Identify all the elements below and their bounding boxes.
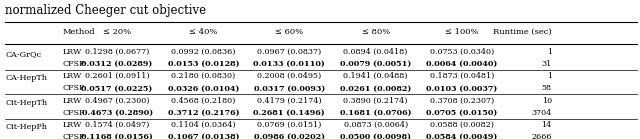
Text: 0.0584 (0.0049): 0.0584 (0.0049) xyxy=(426,133,498,139)
Text: 0.3708 (0.2307): 0.3708 (0.2307) xyxy=(430,97,494,105)
Text: 0.0103 (0.0037): 0.0103 (0.0037) xyxy=(426,84,498,92)
Text: 0.4967 (0.2300): 0.4967 (0.2300) xyxy=(85,97,149,105)
Text: CFSP: CFSP xyxy=(63,133,85,139)
Text: 58: 58 xyxy=(541,84,552,92)
Text: ≤ 20%: ≤ 20% xyxy=(103,28,131,36)
Text: 0.0261 (0.0082): 0.0261 (0.0082) xyxy=(340,84,412,92)
Text: 0.0894 (0.0418): 0.0894 (0.0418) xyxy=(344,48,408,56)
Text: 31: 31 xyxy=(541,60,552,68)
Text: 0.1104 (0.0364): 0.1104 (0.0364) xyxy=(172,121,236,129)
Text: CFSP: CFSP xyxy=(63,84,85,92)
Text: 0.1574 (0.0497): 0.1574 (0.0497) xyxy=(85,121,149,129)
Text: 0.0705 (0.0150): 0.0705 (0.0150) xyxy=(426,109,498,117)
Text: 0.3712 (0.2176): 0.3712 (0.2176) xyxy=(168,109,239,117)
Text: 0.0326 (0.0104): 0.0326 (0.0104) xyxy=(168,84,239,92)
Text: 0.2008 (0.0495): 0.2008 (0.0495) xyxy=(257,72,321,80)
Text: 0.4179 (0.2174): 0.4179 (0.2174) xyxy=(257,97,321,105)
Text: ≤ 60%: ≤ 60% xyxy=(275,28,303,36)
Text: 0.0079 (0.0051): 0.0079 (0.0051) xyxy=(340,60,412,68)
Text: ≤ 40%: ≤ 40% xyxy=(189,28,218,36)
Text: LRW: LRW xyxy=(63,48,82,56)
Text: 0.1681 (0.0706): 0.1681 (0.0706) xyxy=(340,109,412,117)
Text: Runtime (sec): Runtime (sec) xyxy=(493,28,552,36)
Text: normalized Cheeger cut objective: normalized Cheeger cut objective xyxy=(5,4,206,17)
Text: 0.0317 (0.0093): 0.0317 (0.0093) xyxy=(253,84,325,92)
Text: ≤ 80%: ≤ 80% xyxy=(362,28,390,36)
Text: 0.0153 (0.0128): 0.0153 (0.0128) xyxy=(168,60,239,68)
Text: 0.1873 (0.0481): 0.1873 (0.0481) xyxy=(430,72,494,80)
Text: 14: 14 xyxy=(541,121,552,129)
Text: 0.0992 (0.0836): 0.0992 (0.0836) xyxy=(172,48,236,56)
Text: 3704: 3704 xyxy=(531,109,552,117)
Text: 0.2601 (0.0911): 0.2601 (0.0911) xyxy=(85,72,149,80)
Text: CFSP: CFSP xyxy=(63,109,85,117)
Text: 0.1298 (0.0677): 0.1298 (0.0677) xyxy=(85,48,149,56)
Text: CA-GrQc: CA-GrQc xyxy=(5,50,41,58)
Text: 1: 1 xyxy=(547,48,552,56)
Text: 0.1067 (0.0138): 0.1067 (0.0138) xyxy=(168,133,239,139)
Text: 0.0753 (0.0340): 0.0753 (0.0340) xyxy=(430,48,494,56)
Text: 0.0500 (0.0098): 0.0500 (0.0098) xyxy=(340,133,411,139)
Text: 1: 1 xyxy=(547,72,552,80)
Text: 0.0986 (0.0202): 0.0986 (0.0202) xyxy=(254,133,324,139)
Text: LRW: LRW xyxy=(63,97,82,105)
Text: 0.1168 (0.0156): 0.1168 (0.0156) xyxy=(81,133,153,139)
Text: ≤ 100%: ≤ 100% xyxy=(445,28,479,36)
Text: 0.0064 (0.0040): 0.0064 (0.0040) xyxy=(426,60,498,68)
Text: 2666: 2666 xyxy=(531,133,552,139)
Text: CA-HepTh: CA-HepTh xyxy=(5,74,47,82)
Text: 0.1941 (0.0488): 0.1941 (0.0488) xyxy=(344,72,408,80)
Text: 0.0588 (0.0082): 0.0588 (0.0082) xyxy=(430,121,494,129)
Text: Cit-HepTh: Cit-HepTh xyxy=(5,99,47,107)
Text: 0.4568 (0.2180): 0.4568 (0.2180) xyxy=(172,97,236,105)
Text: 0.0133 (0.0110): 0.0133 (0.0110) xyxy=(253,60,325,68)
Text: Cit-HepPh: Cit-HepPh xyxy=(5,123,47,131)
Text: 0.0517 (0.0225): 0.0517 (0.0225) xyxy=(81,84,153,92)
Text: LRW: LRW xyxy=(63,121,82,129)
Text: 0.2180 (0.0830): 0.2180 (0.0830) xyxy=(172,72,236,80)
Text: 0.4673 (0.2890): 0.4673 (0.2890) xyxy=(81,109,153,117)
Text: 0.0873 (0.0064): 0.0873 (0.0064) xyxy=(344,121,408,129)
Text: 0.3890 (0.2174): 0.3890 (0.2174) xyxy=(344,97,408,105)
Text: 0.2681 (0.1496): 0.2681 (0.1496) xyxy=(253,109,325,117)
Text: Method: Method xyxy=(63,28,95,36)
Text: CFSP: CFSP xyxy=(63,60,85,68)
Text: LRW: LRW xyxy=(63,72,82,80)
Text: 10: 10 xyxy=(541,97,552,105)
Text: 0.0769 (0.0151): 0.0769 (0.0151) xyxy=(257,121,321,129)
Text: 0.0312 (0.0289): 0.0312 (0.0289) xyxy=(81,60,153,68)
Text: 0.0967 (0.0837): 0.0967 (0.0837) xyxy=(257,48,321,56)
